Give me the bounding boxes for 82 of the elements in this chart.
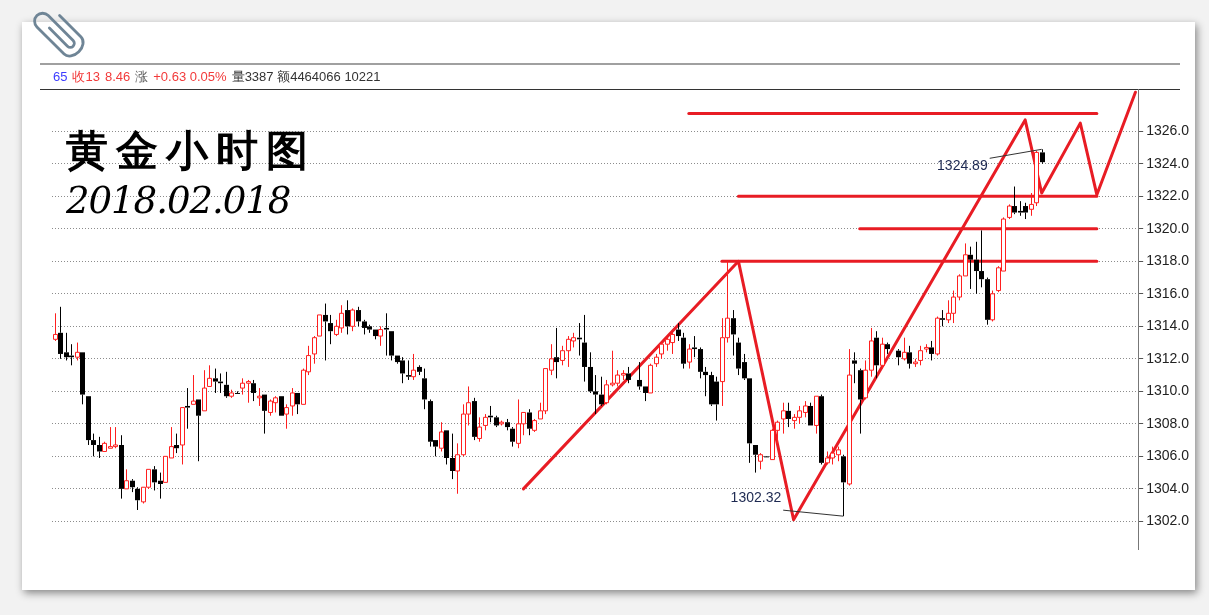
candlestick <box>174 433 179 454</box>
candlestick <box>979 229 984 288</box>
candlestick <box>356 306 361 327</box>
candlestick <box>510 426 515 448</box>
candlestick <box>295 392 300 415</box>
candlestick <box>251 379 256 402</box>
candlestick <box>323 303 328 361</box>
candlestick <box>422 368 427 410</box>
candlestick <box>703 366 708 397</box>
y-tick-label: 1306.0 <box>1146 447 1190 464</box>
candlestick <box>345 299 350 335</box>
candlestick <box>643 386 648 402</box>
text: 涨 <box>135 69 149 84</box>
candlestick <box>968 246 973 290</box>
candlestick <box>91 433 96 457</box>
candlestick <box>582 314 587 383</box>
candlestick <box>554 327 559 379</box>
candlestick <box>626 366 631 384</box>
candlestick <box>119 434 124 500</box>
candlestick <box>637 361 642 391</box>
candlestick <box>384 312 389 357</box>
y-tick-label: 1322.0 <box>1146 187 1190 204</box>
text: +0.63 0.05% <box>153 69 227 84</box>
y-tick-label: 1326.0 <box>1146 122 1190 139</box>
candlestick <box>681 332 686 370</box>
y-tick-label: 1316.0 <box>1146 284 1190 301</box>
text: 2018.02.018 <box>66 179 291 222</box>
candlestick <box>940 309 945 327</box>
candlestick <box>841 454 846 517</box>
candlestick <box>907 345 912 370</box>
candlestick <box>97 436 102 459</box>
y-tick-label: 1308.0 <box>1146 414 1190 431</box>
candlestick <box>692 335 697 358</box>
candlestick <box>753 444 758 474</box>
y-tick-label: 1304.0 <box>1146 479 1190 496</box>
candlestick <box>929 340 934 361</box>
candlestick <box>378 325 383 347</box>
candlestick <box>808 402 813 426</box>
y-tick-label: 1302.0 <box>1146 512 1190 529</box>
candlestick <box>527 408 532 436</box>
candlestick <box>80 352 85 405</box>
candlestick <box>130 478 135 493</box>
candlestick <box>676 322 681 342</box>
candlestick <box>896 348 901 366</box>
candlestick <box>593 374 598 415</box>
text: 黄金小时图 <box>66 126 316 175</box>
candlestick <box>86 396 91 446</box>
y-tick-label: 1318.0 <box>1146 252 1190 269</box>
candlestick <box>417 364 422 376</box>
candlestick <box>786 402 791 428</box>
candlestick <box>858 368 863 435</box>
candlestick <box>328 314 333 345</box>
candlestick <box>135 486 140 511</box>
candlestick <box>224 371 229 399</box>
candlestick <box>213 368 218 394</box>
y-tick-label: 1320.0 <box>1146 219 1190 236</box>
text: 量3387 额4464066 10221 <box>231 69 381 84</box>
y-tick-label: 1310.0 <box>1146 382 1190 399</box>
candlestick <box>588 351 593 394</box>
candlestick <box>235 390 240 394</box>
text: 8.46 <box>104 69 131 84</box>
candlestick <box>731 309 736 357</box>
candlestick <box>450 433 455 480</box>
candlestick <box>852 351 857 384</box>
candlestick <box>974 241 979 295</box>
y-tick-label: 1314.0 <box>1146 317 1190 334</box>
candlestick <box>874 330 879 379</box>
candlestick <box>284 403 289 430</box>
candlestick <box>196 399 201 462</box>
text: 收13 <box>72 69 100 84</box>
candlestick <box>373 329 378 340</box>
candlestick <box>698 346 703 379</box>
text: 65 <box>53 69 68 84</box>
candlestick <box>1040 148 1045 165</box>
candlestick <box>406 359 411 381</box>
candlestick <box>599 376 604 407</box>
annotation: 1324.89 <box>937 157 988 174</box>
candlestick <box>185 387 190 430</box>
candlestick <box>494 415 499 428</box>
y-tick-label: 1312.0 <box>1146 349 1190 366</box>
y-tick-label: 1324.0 <box>1146 154 1190 171</box>
annotation: 1302.32 <box>730 489 782 506</box>
